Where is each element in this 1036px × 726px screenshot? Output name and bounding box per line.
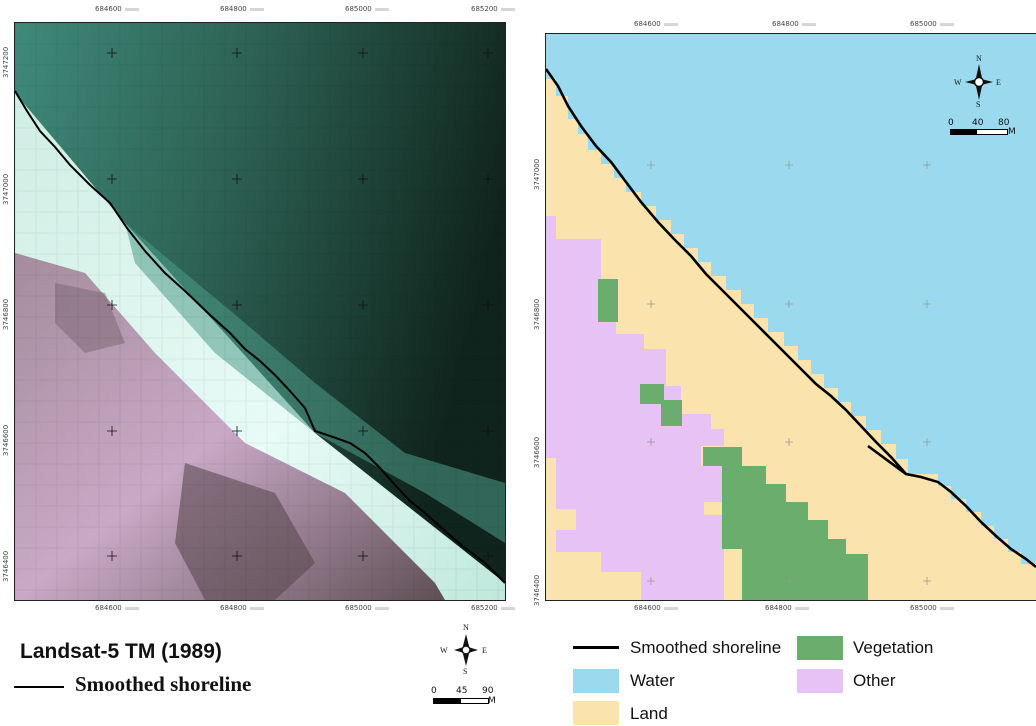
left-north-arrow: N S W E [440,623,487,676]
legend-other-swatch [797,669,843,693]
right-bottom-tick: 684800 [765,604,809,612]
left-map-title: Landsat-5 TM (1989) [20,640,222,663]
compass-icon [454,634,478,666]
left-legend-label: Smoothed shoreline [75,672,252,696]
right-side-tick: 3746400 [533,574,541,606]
compass-icon [965,64,993,100]
left-side-tick: 3747000 [2,173,10,205]
left-bottom-tick: 685200 [471,604,515,612]
left-top-tick: 685200 [471,5,515,13]
classified-raster [546,34,1036,600]
left-top-tick: 684600 [95,5,139,13]
left-side-tick: 3746400 [2,550,10,582]
right-top-tick: 684800 [772,20,816,28]
legend-water-swatch [573,669,619,693]
legend-shoreline-line [573,646,619,649]
right-side-tick: 3747000 [533,158,541,190]
legend-water-label: Water [630,671,675,690]
legend-land-label: Land [630,704,668,723]
right-scale-bar: 0 40 80 M [948,118,1016,137]
left-top-tick: 684800 [220,5,264,13]
left-shoreline [15,90,505,584]
right-top-tick: 685000 [910,20,954,28]
left-side-tick: 3746600 [2,424,10,456]
right-bottom-tick: 684600 [634,604,678,612]
right-side-tick: 3746600 [533,436,541,468]
right-side-tick: 3746800 [533,298,541,330]
legend-shoreline-label: Smoothed shoreline [630,638,782,657]
left-side-tick: 3747200 [2,46,10,78]
left-bottom-tick: 684800 [220,604,264,612]
left-bottom-tick: 685000 [345,604,389,612]
left-top-tick: 685000 [345,5,389,13]
landsat-raster [15,23,505,600]
right-bottom-tick: 685000 [910,604,954,612]
legend-land-swatch [573,701,619,725]
left-bottom-tick: 684600 [95,604,139,612]
landsat-image-map [14,22,506,601]
left-legend-line [14,686,64,688]
right-top-tick: 684600 [634,20,678,28]
right-north-arrow: N S W E [954,54,1001,109]
legend-vegetation-swatch [797,636,843,660]
legend-vegetation-label: Vegetation [853,638,934,657]
left-scale-bar: 0 45 90 M [431,686,496,706]
left-side-tick: 3746800 [2,298,10,330]
legend-other-label: Other [853,671,896,690]
right-shoreline [546,68,1036,569]
classified-map: N S W E 0 40 80 M [545,33,1036,601]
